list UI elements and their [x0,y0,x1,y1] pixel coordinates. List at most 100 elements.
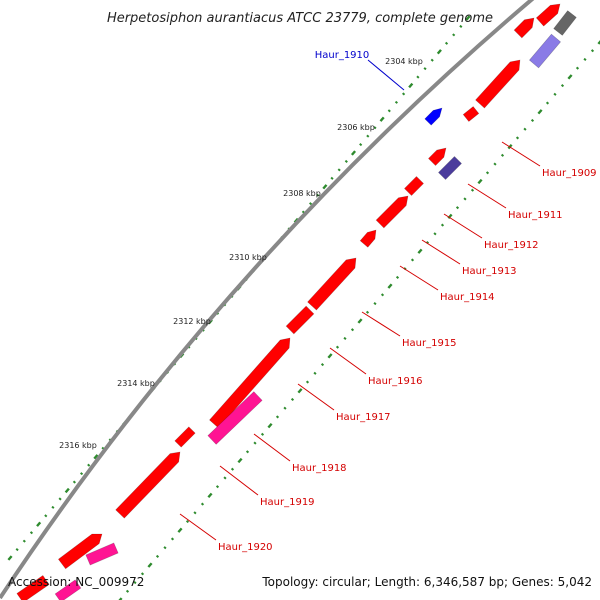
gc-dot [29,531,34,535]
gc-dot [350,328,355,332]
gene-label[interactable]: Haur_1915 [402,338,457,349]
gene-feature[interactable] [375,195,409,229]
gene-feature[interactable] [438,156,462,180]
label-leader-line [501,141,541,167]
gc-dot [260,432,265,436]
gene-label[interactable]: Haur_1911 [508,210,563,221]
gc-dot [245,450,250,454]
gene-label[interactable]: Haur_1913 [462,266,517,277]
gc-dot [230,467,235,471]
gene-feature[interactable] [16,575,50,600]
kbp-tick-label: 2312 kbp [173,317,211,326]
gc-dot [344,159,348,163]
gene-feature[interactable] [307,257,357,311]
gc-dot [373,302,377,306]
gc-dot [387,283,393,289]
gc-dot [387,109,391,113]
gene-feature[interactable] [535,3,561,27]
gc-dot [320,363,325,367]
gc-dot [290,397,295,402]
gene-label[interactable]: Haur_1920 [218,542,273,553]
gene-feature[interactable] [513,17,535,39]
gene-feature[interactable] [428,147,447,166]
label-leader-line [443,213,483,239]
gene-feature[interactable] [115,451,181,519]
gc-dot [590,49,595,53]
gc-dot [447,213,453,220]
gene-label[interactable]: Haur_1916 [368,376,423,387]
gc-dot [430,58,434,62]
gc-dot [343,336,347,340]
label-leader-line [367,59,405,91]
gc-dot [359,143,363,147]
gene-label[interactable]: Haur_1917 [336,412,391,423]
kbp-tick-label: 2314 kbp [117,379,155,388]
gc-dot [465,15,471,21]
gene-feature[interactable] [285,305,315,335]
gc-dot [267,422,273,429]
gene-feature[interactable] [85,542,119,566]
gene-feature[interactable] [424,107,443,126]
gene-feature[interactable] [174,426,196,448]
label-leader-line [179,513,217,541]
gc-dot [567,74,573,80]
kbp-tick-label: 2308 kbp [283,189,321,198]
gene-feature[interactable] [54,579,82,600]
gc-dot [365,310,370,314]
gc-dot [410,258,415,262]
gene-feature[interactable] [209,337,291,429]
gc-dot [125,589,130,593]
gc-dot [275,415,280,419]
gc-dot [7,555,13,561]
gene-label[interactable]: Haur_1919 [260,497,315,508]
gc-dot [305,380,310,384]
label-leader-line [421,239,461,265]
gene-feature[interactable] [404,176,424,196]
gc-dot [444,41,449,45]
gc-dot [530,118,535,123]
gene-label[interactable]: Haur_1909 [542,168,597,179]
gene-label[interactable]: Haur_1910 [315,50,370,61]
gene-feature[interactable] [475,59,521,109]
label-leader-line [467,183,507,209]
gc-dot [423,67,427,71]
gc-dot [316,193,320,197]
label-leader-line [329,347,367,375]
gene-label[interactable]: Haur_1914 [440,292,495,303]
gene-feature[interactable] [57,533,103,570]
gc-dot [553,92,557,96]
gc-dot [335,345,340,349]
gene-feature[interactable] [359,229,377,248]
gene-feature[interactable] [462,106,480,122]
gc-dot [36,521,42,527]
gc-dot [455,206,460,210]
accession-text: Accession: NC_009972 [8,575,144,589]
gene-label[interactable]: Haur_1912 [484,240,539,251]
kbp-tick-label: 2306 kbp [337,123,375,132]
label-leader-line [361,311,401,337]
gene-feature[interactable] [528,33,562,69]
gc-dot [402,92,406,96]
gc-dot [297,388,303,394]
gene-label[interactable]: Haur_1918 [292,463,347,474]
gc-dot [433,232,437,236]
gc-dot [215,485,220,489]
gc-dot [283,406,287,410]
gene-feature[interactable] [553,10,577,36]
kbp-tick-labels: 2304 kbp 2306 kbp 2308 kbp 2310 kbp 2312 kbp… [59,57,423,450]
gc-dot [493,162,497,166]
gc-dot [140,572,145,576]
kbp-tick-label: 2316 kbp [59,441,97,450]
gc-dot [170,537,175,541]
gc-dot [330,176,334,180]
gc-dot [177,527,183,533]
kbp-tick-label: 2310 kbp [229,253,267,262]
label-leader-line [253,433,291,462]
gene-feature[interactable] [207,391,263,445]
gc-dot [477,178,483,185]
genome-backbone [0,0,535,600]
gc-dot [147,562,153,568]
gc-dot [373,126,377,130]
gc-dot [93,454,99,460]
